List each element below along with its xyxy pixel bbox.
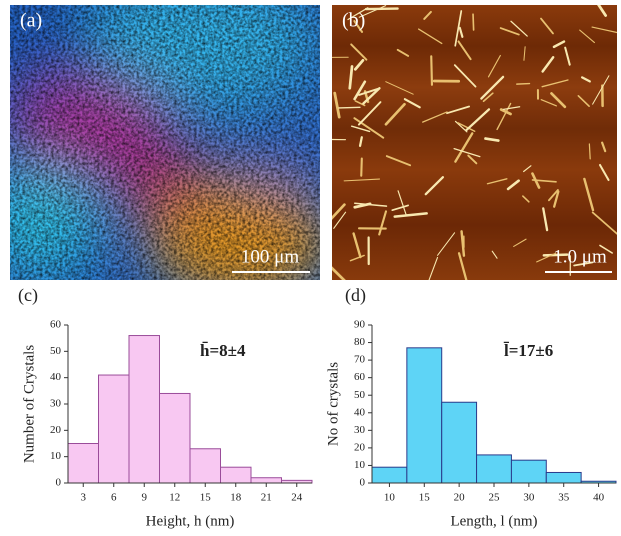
x-tick-label: 25: [489, 492, 501, 504]
bar: [372, 467, 407, 483]
y-tick-label: 60: [50, 319, 62, 331]
scale-bar-label: 100 μm: [241, 246, 299, 267]
bar: [477, 455, 512, 483]
image-label: (b): [342, 10, 365, 32]
x-tick-label: 18: [230, 492, 242, 504]
y-tick-label: 50: [354, 389, 366, 401]
x-tick-label: 15: [419, 492, 431, 504]
bar: [99, 375, 130, 483]
bar: [221, 467, 252, 483]
x-tick-label: 30: [523, 492, 535, 504]
y-tick-label: 40: [50, 371, 62, 383]
figure: (a) 100 μm (b) 1.0 μm 0 10 20 30 40 50 60 3 6 9 12…: [0, 0, 621, 536]
crystal-needle: [517, 84, 530, 85]
y-tick-label: 70: [354, 354, 366, 366]
y-tick-label: 50: [50, 345, 62, 357]
x-tick-label: 21: [261, 492, 272, 504]
y-tick-label: 10: [354, 459, 366, 471]
x-tick-label: 24: [291, 492, 303, 504]
bar: [546, 472, 581, 483]
y-tick-label: 20: [50, 424, 62, 436]
x-tick-label: 12: [169, 492, 180, 504]
y-tick-label: 0: [56, 477, 62, 489]
bar: [407, 348, 442, 483]
bar: [190, 449, 221, 483]
y-tick-label: 90: [354, 319, 366, 331]
crystal-needle: [431, 56, 432, 84]
x-tick-label: 3: [81, 492, 87, 504]
y-tick-label: 10: [50, 450, 62, 462]
bar: [251, 478, 282, 483]
x-tick-label: 20: [454, 492, 466, 504]
x-tick-label: 35: [558, 492, 570, 504]
bar: [129, 336, 160, 483]
bar: [511, 460, 546, 483]
micrograph-b: [325, 1, 621, 286]
x-axis-label: Length, l (nm): [450, 513, 537, 529]
annotation: h̄=8±4: [200, 341, 246, 360]
y-tick-label: 20: [354, 441, 366, 453]
bar: [442, 402, 477, 483]
crystal-needle: [361, 159, 362, 176]
bar: [68, 444, 99, 484]
crystal-needle: [339, 107, 360, 108]
crystal-needle: [473, 14, 474, 30]
crystal-needle: [366, 9, 398, 10]
y-tick-label: 80: [354, 336, 366, 348]
y-tick-label: 40: [354, 406, 366, 418]
y-tick-label: 30: [354, 424, 366, 436]
panel-label: (c): [18, 285, 38, 306]
y-axis-label: No of crystals: [325, 362, 341, 446]
panel-label: (d): [345, 285, 366, 306]
y-axis-label: Number of Crystals: [21, 345, 37, 463]
y-tick-label: 0: [360, 477, 366, 489]
x-tick-label: 10: [384, 492, 396, 504]
bar: [160, 393, 191, 483]
crystal-needle: [589, 144, 590, 159]
y-tick-label: 30: [50, 398, 62, 410]
scale-bar-label: 1.0 μm: [553, 246, 607, 267]
x-tick-label: 40: [593, 492, 605, 504]
y-tick-label: 60: [354, 371, 366, 383]
annotation: l̄=17±6: [503, 341, 553, 360]
x-tick-label: 15: [200, 492, 212, 504]
x-tick-label: 6: [111, 492, 117, 504]
x-tick-label: 9: [142, 492, 148, 504]
x-axis-label: Height, h (nm): [146, 513, 235, 529]
image-label: (a): [20, 10, 42, 32]
